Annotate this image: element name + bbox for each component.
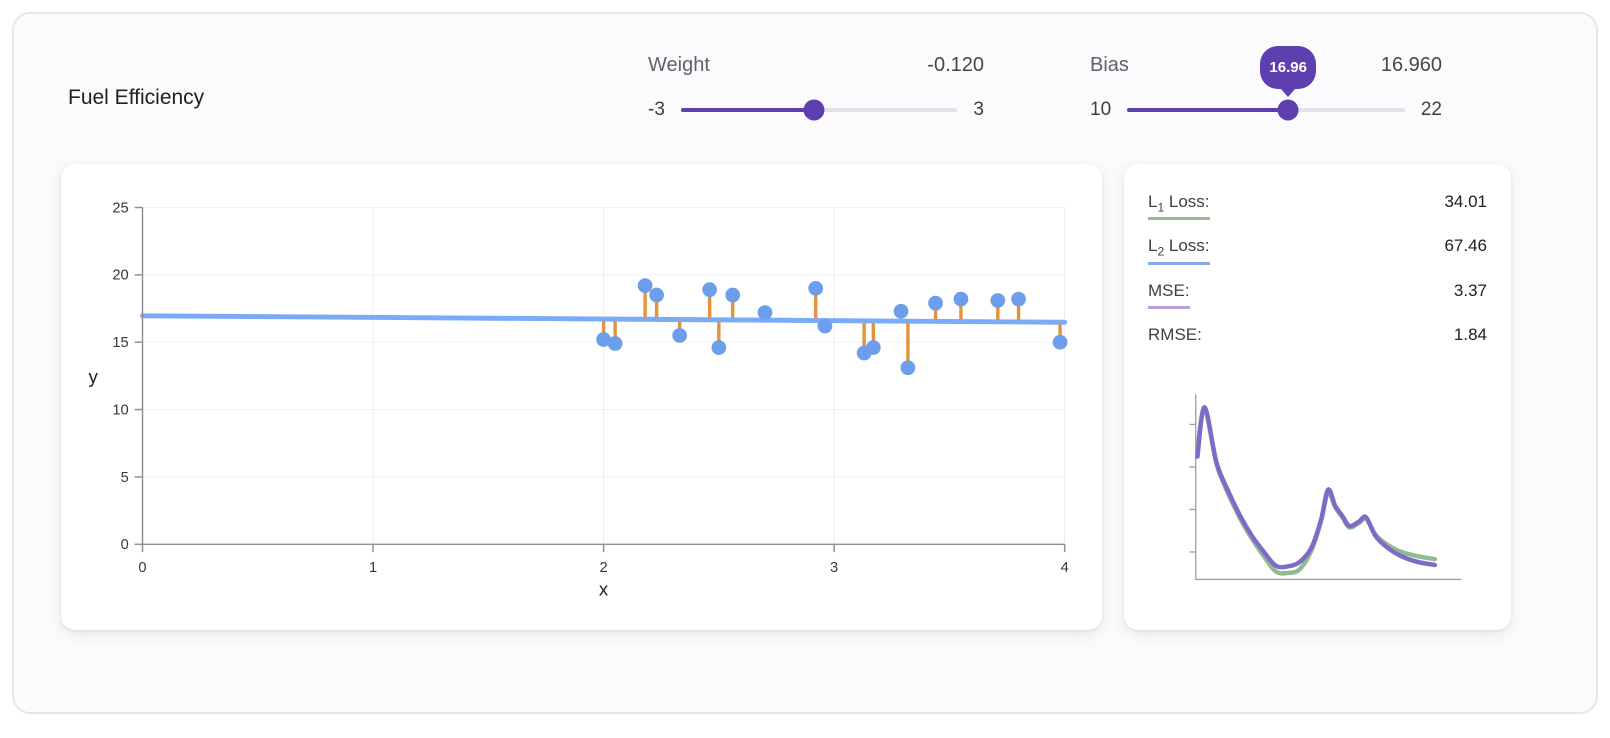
svg-text:x: x bbox=[599, 578, 609, 599]
loss-panel: L1 Loss: 34.01 L2 Loss: 67.46 MSE: 3.37 … bbox=[1124, 164, 1511, 630]
bias-slider-thumb[interactable] bbox=[1277, 99, 1299, 121]
weight-slider[interactable] bbox=[680, 99, 958, 121]
mse-value: 3.37 bbox=[1453, 280, 1487, 300]
l1-loss-base: L bbox=[1148, 192, 1158, 211]
mse-label: MSE: bbox=[1148, 280, 1190, 310]
l2-loss-value: 67.46 bbox=[1444, 236, 1487, 256]
bias-slider-row: 10 16.96 22 bbox=[1090, 46, 1442, 121]
svg-text:2: 2 bbox=[600, 560, 608, 576]
l1-loss-value: 34.01 bbox=[1444, 192, 1487, 211]
svg-text:y: y bbox=[88, 366, 98, 387]
l1-loss-sub: 1 bbox=[1157, 200, 1165, 215]
metric-row-mse: MSE: 3.37 bbox=[1148, 280, 1487, 310]
metric-row-l1-loss: L1 Loss: 34.01 bbox=[1148, 192, 1487, 221]
weight-slider-row: -3 3 bbox=[648, 99, 984, 121]
rmse-base: RMSE: bbox=[1148, 325, 1202, 345]
content: 0 5 10 15 20 25 0 1 2 3 4 y x L1 Loss: 34.01 L2 Loss… bbox=[14, 164, 1596, 630]
svg-text:15: 15 bbox=[112, 335, 128, 351]
weight-slider-thumb[interactable] bbox=[803, 99, 825, 121]
l1-loss-rest: Loss: bbox=[1164, 192, 1210, 211]
weight-value: -0.120 bbox=[927, 54, 984, 76]
bias-max-label: 22 bbox=[1420, 99, 1442, 120]
bias-value: 16.960 bbox=[1380, 54, 1442, 76]
rmse-value: 1.84 bbox=[1453, 325, 1487, 345]
svg-text:3: 3 bbox=[830, 560, 838, 576]
l2-loss-label: L2 Loss: bbox=[1148, 236, 1210, 265]
l2-loss-sub: 2 bbox=[1157, 244, 1165, 259]
regression-chart-card: 0 5 10 15 20 25 0 1 2 3 4 y x bbox=[61, 164, 1102, 630]
l1-loss-label: L1 Loss: bbox=[1148, 192, 1210, 221]
loss-history-chart bbox=[1189, 393, 1462, 580]
rmse-label: RMSE: bbox=[1148, 325, 1202, 350]
weight-label: Weight bbox=[648, 54, 710, 76]
l2-loss-base: L bbox=[1148, 236, 1158, 256]
svg-text:10: 10 bbox=[112, 402, 128, 418]
bias-slider[interactable]: 16.96 bbox=[1127, 46, 1405, 121]
metric-row-rmse: RMSE: 1.84 bbox=[1148, 325, 1487, 350]
header: Fuel Efficiency Weight -0.120 -3 3 Bias … bbox=[14, 14, 1596, 164]
svg-text:5: 5 bbox=[121, 470, 129, 486]
bias-slider-track[interactable] bbox=[1127, 108, 1405, 112]
bias-slider-fill bbox=[1127, 108, 1289, 112]
regression-chart: 0 5 10 15 20 25 0 1 2 3 4 y x bbox=[88, 200, 1069, 599]
weight-max-label: 3 bbox=[973, 99, 984, 120]
svg-text:1: 1 bbox=[369, 560, 377, 576]
bias-value-bubble: 16.96 bbox=[1260, 46, 1317, 89]
weight-slider-fill bbox=[680, 108, 814, 112]
svg-text:25: 25 bbox=[112, 200, 128, 216]
mse-base: MSE: bbox=[1148, 280, 1190, 300]
svg-text:20: 20 bbox=[112, 268, 128, 284]
weight-header: Weight -0.120 bbox=[648, 54, 984, 77]
weight-control: Weight -0.120 -3 3 bbox=[648, 54, 984, 121]
l2-loss-rest: Loss: bbox=[1164, 236, 1210, 256]
svg-text:0: 0 bbox=[138, 560, 146, 576]
metric-row-l2-loss: L2 Loss: 67.46 bbox=[1148, 236, 1487, 265]
app-frame: Fuel Efficiency Weight -0.120 -3 3 Bias … bbox=[12, 12, 1598, 714]
svg-text:4: 4 bbox=[1061, 560, 1069, 576]
bias-label: Bias bbox=[1090, 54, 1129, 76]
bias-control: Bias 16.960 10 16.96 22 bbox=[1090, 46, 1442, 121]
page-title: Fuel Efficiency bbox=[68, 86, 205, 109]
bias-header: Bias 16.960 bbox=[1090, 54, 1442, 77]
weight-min-label: -3 bbox=[648, 99, 665, 120]
svg-text:0: 0 bbox=[121, 537, 129, 553]
bias-min-label: 10 bbox=[1090, 99, 1112, 120]
